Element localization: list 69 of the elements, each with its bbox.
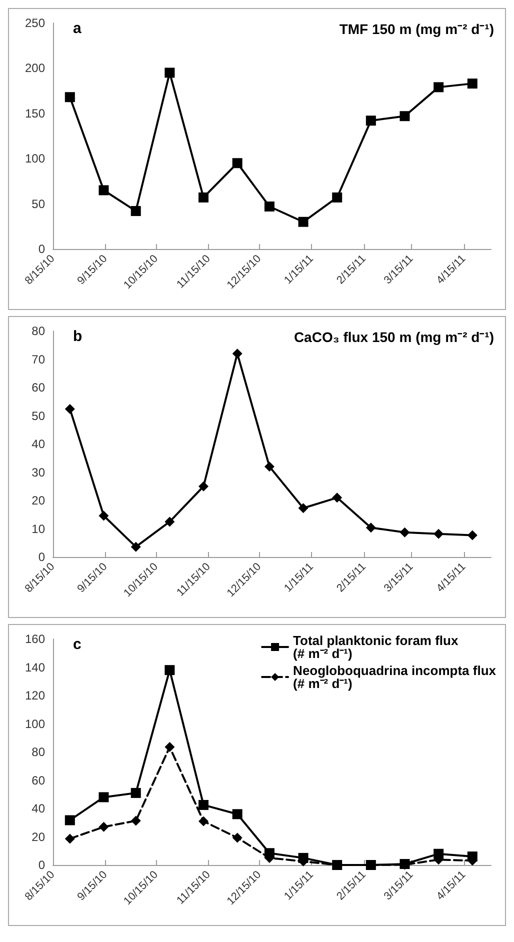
y-tick-label: 60 — [32, 380, 46, 394]
point — [98, 510, 109, 521]
annotation: c — [73, 636, 82, 653]
point — [264, 462, 274, 472]
y-tick-label: 20 — [32, 830, 46, 844]
point — [198, 481, 209, 492]
point — [232, 832, 242, 843]
point — [98, 822, 109, 832]
point — [198, 816, 209, 826]
y-tick-label: 100 — [24, 152, 46, 166]
y-tick-label: 80 — [32, 745, 46, 759]
chart-title: TMF 150 m (mg m⁻² d⁻¹) — [339, 21, 494, 37]
point — [64, 815, 75, 826]
y-tick-label: 70 — [32, 352, 46, 366]
point — [366, 522, 376, 533]
point — [264, 202, 274, 212]
y-tick-label: 0 — [38, 550, 46, 564]
point — [400, 111, 410, 122]
point — [98, 185, 109, 196]
y-tick-label: 140 — [24, 660, 46, 674]
annotation: a — [73, 20, 82, 37]
y-tick-label: 150 — [24, 106, 46, 120]
point — [467, 78, 478, 89]
y-tick-label: 50 — [32, 408, 46, 423]
point — [232, 348, 242, 359]
point — [434, 82, 444, 92]
y-tick-label: 100 — [24, 716, 46, 731]
point — [130, 206, 141, 216]
y-tick-label: 40 — [32, 437, 46, 451]
point — [130, 542, 141, 552]
point — [298, 503, 308, 514]
point — [64, 834, 75, 844]
point — [232, 809, 242, 820]
point — [64, 404, 75, 414]
point — [298, 216, 308, 227]
y-tick-label: 200 — [24, 61, 46, 76]
y-tick-label: 120 — [24, 688, 46, 702]
y-tick-label: 250 — [24, 16, 46, 30]
y-tick-label: 50 — [32, 196, 46, 211]
point — [164, 516, 175, 527]
y-tick-label: 80 — [32, 324, 46, 338]
y-tick-label: 0 — [38, 242, 46, 256]
point — [64, 92, 75, 102]
point — [98, 792, 109, 802]
point — [164, 665, 175, 676]
point — [198, 800, 209, 810]
point — [130, 816, 141, 826]
y-tick-label: 10 — [32, 522, 46, 536]
y-tick-label: 20 — [32, 494, 46, 508]
point — [164, 68, 175, 78]
point — [232, 158, 242, 168]
chart-title: CaCO₃ flux 150 m (mg m⁻² d⁻¹) — [294, 329, 494, 345]
point — [130, 788, 141, 798]
point — [332, 192, 342, 202]
y-tick-label: 60 — [32, 773, 46, 788]
legend-label: Total planktonic foram flux (# m⁻² d⁻¹) — [293, 633, 459, 661]
point — [198, 192, 209, 202]
point — [366, 116, 376, 126]
y-tick-label: 40 — [32, 802, 46, 816]
annotation: b — [73, 328, 82, 345]
point — [400, 527, 410, 538]
y-tick-label: 160 — [24, 632, 46, 646]
point — [332, 492, 342, 503]
y-tick-label: 30 — [32, 465, 46, 480]
point — [467, 530, 478, 540]
point — [434, 528, 444, 539]
point — [164, 742, 175, 752]
y-tick-label: 0 — [38, 858, 46, 872]
legend-label: Neogloboquadrina incompta flux (# m⁻² d⁻¹) — [293, 663, 497, 691]
